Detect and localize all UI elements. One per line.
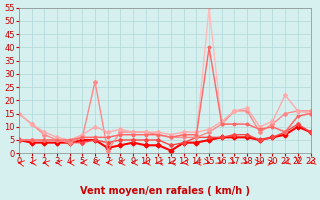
- X-axis label: Vent moyen/en rafales ( km/h ): Vent moyen/en rafales ( km/h ): [80, 186, 250, 196]
